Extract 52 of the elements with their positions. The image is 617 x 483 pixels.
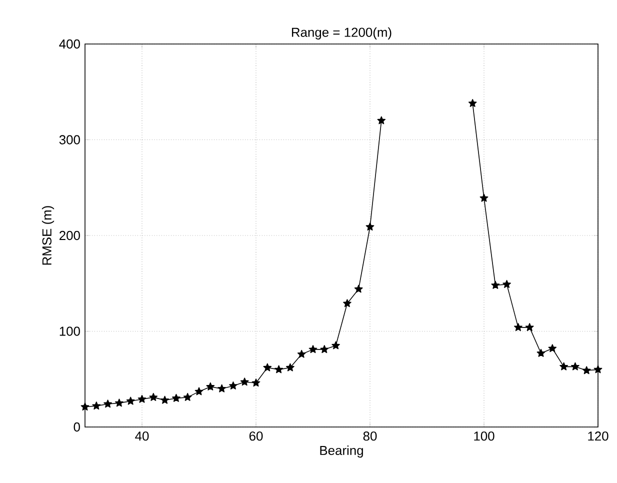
- point: [115, 398, 124, 407]
- point: [560, 362, 568, 370]
- y-tick-label: 100: [60, 326, 80, 336]
- point: [240, 378, 249, 386]
- point: [491, 280, 500, 289]
- point: [354, 284, 363, 293]
- point: [594, 365, 602, 374]
- point: [320, 345, 329, 354]
- point: [194, 387, 204, 396]
- point: [468, 98, 477, 107]
- point: [218, 384, 226, 392]
- point: [183, 392, 192, 401]
- x-tick-label: 40: [135, 432, 149, 441]
- point: [286, 363, 294, 372]
- point: [274, 365, 283, 374]
- y-tick-label: 300: [59, 135, 80, 144]
- x-axis-title: Bearing: [320, 446, 363, 458]
- point: [160, 396, 169, 404]
- point: [480, 194, 488, 202]
- x-tick-label: 120: [588, 432, 608, 441]
- point: [308, 345, 318, 354]
- point: [126, 396, 135, 405]
- point: [366, 222, 374, 231]
- point: [332, 341, 340, 350]
- point: [80, 402, 90, 411]
- x-tick-label: 60: [249, 432, 263, 441]
- point: [92, 402, 101, 410]
- point: [297, 350, 306, 358]
- x-tick-label: 100: [474, 432, 494, 441]
- point: [377, 116, 386, 124]
- y-tick-label: 400: [59, 39, 80, 49]
- point: [138, 394, 146, 403]
- point: [548, 344, 557, 352]
- point: [252, 378, 260, 387]
- point: [172, 394, 180, 402]
- point: [263, 363, 272, 372]
- point: [536, 348, 546, 357]
- point: [149, 392, 158, 401]
- y-axis-title: RMSE (m): [42, 206, 54, 265]
- point: [206, 382, 215, 390]
- chart-title: Range = 1200(m): [292, 27, 392, 40]
- point: [104, 400, 112, 408]
- x-tick-label: 80: [363, 432, 377, 441]
- point: [525, 323, 534, 332]
- point: [502, 280, 511, 288]
- point: [343, 299, 352, 308]
- point: [229, 381, 238, 390]
- point: [514, 323, 522, 332]
- point: [582, 366, 591, 374]
- point: [571, 362, 580, 370]
- y-tick-label: 200: [60, 230, 80, 240]
- y-tick-label: 0: [74, 422, 80, 432]
